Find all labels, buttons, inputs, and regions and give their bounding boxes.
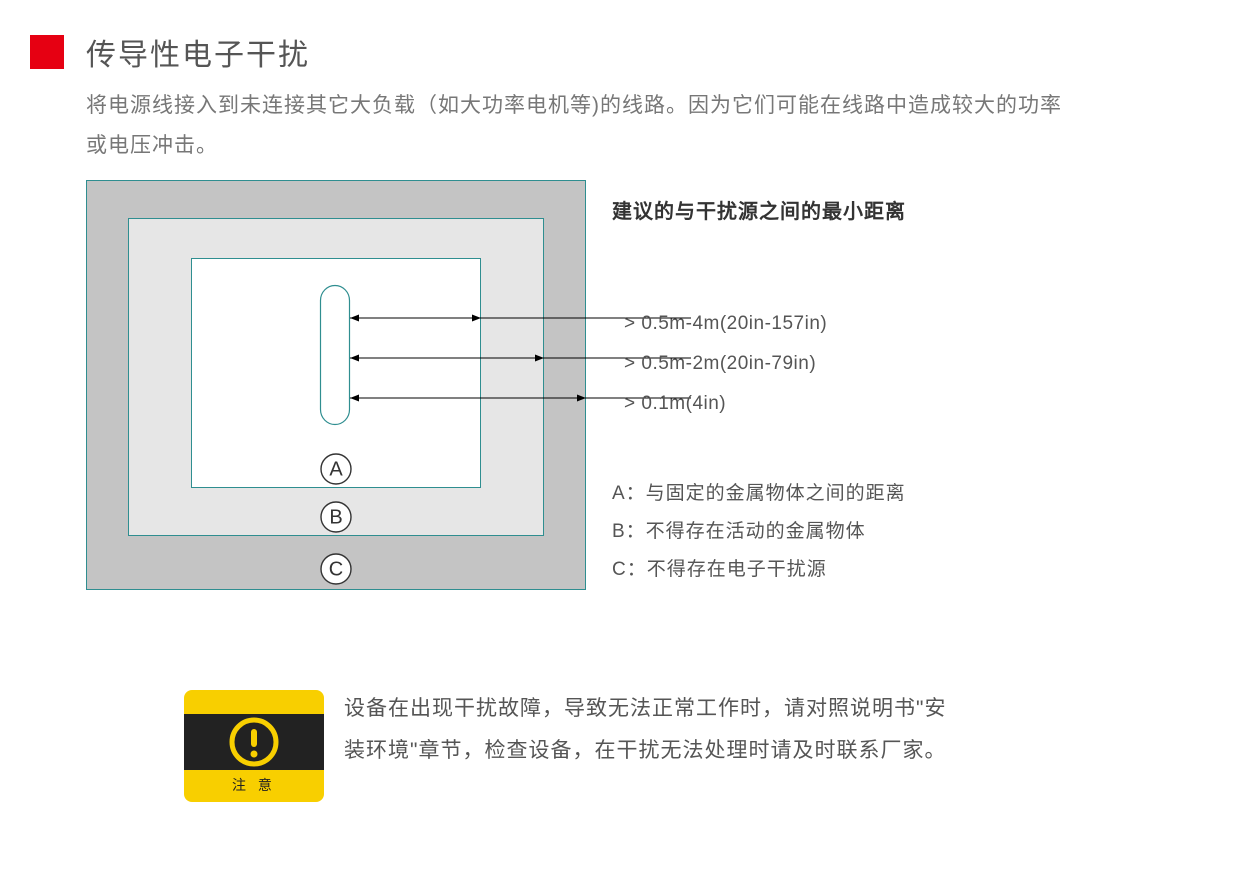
caution-badge-svg: 注 意 [184,690,324,802]
section-header: 传导性电子干扰 [30,30,310,74]
distance-diagram: A B C [86,180,586,590]
distance-heading: 建议的与干扰源之间的最小距离 [612,195,906,224]
red-bullet-icon [30,35,64,69]
distance-value-b: > 0.5m-2m(20in-79in) [624,353,816,375]
legend-b: B：不得存在活动的金属物体 [612,513,866,551]
section-title: 传导性电子干扰 [86,30,310,74]
caution-badge: 注 意 [184,690,324,802]
svg-text:B: B [329,506,342,528]
svg-text:C: C [329,558,343,580]
legend-c: C：不得存在电子干扰源 [612,551,827,589]
legend-a: A：与固定的金属物体之间的距离 [612,475,906,513]
distance-value-a: > 0.5m-4m(20in-157in) [624,313,827,335]
svg-text:A: A [329,458,343,480]
section-description: 将电源线接入到未连接其它大负载（如大功率电机等)的线路。因为它们可能在线路中造成… [86,86,1066,166]
caution-text: 设备在出现干扰故障，导致无法正常工作时，请对照说明书"安装环境"章节，检查设备，… [344,688,964,772]
svg-text:注 意: 注 意 [232,777,276,793]
distance-value-c: > 0.1m(4in) [624,393,726,415]
